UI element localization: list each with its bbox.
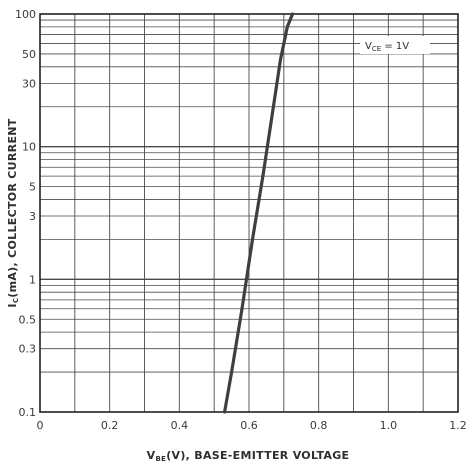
y-tick-label: 30 (22, 77, 36, 90)
annotation-background (360, 36, 430, 54)
series-layer (223, 12, 295, 414)
y-axis-title: IC(mA), COLLECTOR CURRENT (6, 118, 20, 307)
x-tick-label: 1.0 (380, 419, 398, 432)
tick-label-layer: 0 0.2 0.4 0.6 0.8 1.0 1.2 0.1 0.3 0.5 1 3 5 10 30 50 100 (15, 8, 467, 432)
y-tick-label: 0.5 (19, 313, 37, 326)
x-tick-label: 0.8 (310, 419, 328, 432)
y-tick-label: 50 (22, 48, 36, 61)
y-tick-label: 100 (15, 8, 36, 21)
x-tick-label: 1.2 (449, 419, 467, 432)
grid-layer (40, 14, 458, 412)
data-curve (223, 12, 295, 414)
plot-frame (39, 13, 459, 413)
x-tick-label: 0.4 (171, 419, 189, 432)
x-tick-label: 0 (37, 419, 44, 432)
x-tick-label: 0.6 (240, 419, 258, 432)
annotation-vce: VCE = 1V (360, 36, 430, 54)
annotation-text: VCE = 1V (365, 41, 409, 53)
y-tick-label: 0.3 (19, 343, 37, 356)
y-tick-label: 10 (22, 141, 36, 154)
y-tick-label: 3 (29, 210, 36, 223)
y-tick-label: 0.1 (19, 406, 37, 419)
x-axis-title: VBE(V), BASE-EMITTER VOLTAGE (147, 449, 350, 463)
y-tick-label: 5 (29, 181, 36, 194)
x-tick-label: 0.2 (101, 419, 119, 432)
y-tick-label: 1 (29, 273, 36, 286)
